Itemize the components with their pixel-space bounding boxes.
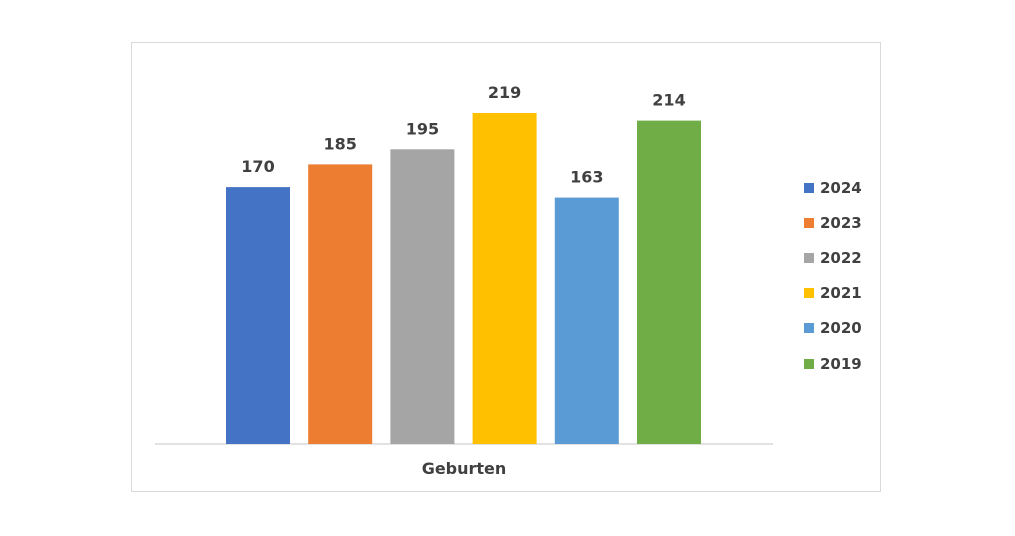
legend: 2024 2023 2022 2021 2020 2019	[804, 170, 862, 381]
data-label-2023: 185	[323, 134, 356, 153]
data-labels-group: 170 185 195 219 163 214	[241, 83, 685, 187]
legend-item-2019: 2019	[804, 346, 862, 381]
legend-label: 2022	[820, 248, 862, 267]
legend-label: 2021	[820, 284, 862, 303]
bar-2019	[637, 120, 701, 444]
x-axis-category-label: Geburten	[422, 459, 507, 478]
legend-item-2023: 2023	[804, 205, 862, 240]
legend-item-2022: 2022	[804, 240, 862, 275]
legend-swatch	[804, 182, 814, 193]
legend-item-2020: 2020	[804, 311, 862, 346]
bars-group	[226, 113, 701, 445]
bar-2024	[226, 187, 290, 444]
legend-label: 2020	[820, 319, 862, 338]
legend-label: 2023	[820, 213, 862, 232]
legend-item-2021: 2021	[804, 276, 862, 311]
legend-swatch	[804, 358, 814, 369]
data-label-2019: 214	[652, 91, 685, 110]
data-label-2021: 219	[488, 83, 521, 102]
bar-2020	[554, 197, 619, 444]
data-label-2024: 170	[241, 157, 274, 176]
legend-swatch	[804, 252, 814, 263]
data-label-2022: 195	[406, 119, 439, 138]
bar-2023	[308, 164, 373, 444]
legend-label: 2019	[820, 354, 862, 373]
data-label-2020: 163	[570, 168, 603, 187]
bar-2022	[390, 149, 455, 445]
legend-swatch	[804, 288, 814, 299]
legend-label: 2024	[820, 178, 862, 197]
legend-swatch	[804, 323, 814, 334]
legend-item-2024: 2024	[804, 170, 862, 205]
legend-swatch	[804, 217, 814, 228]
bar-2021	[472, 113, 537, 444]
